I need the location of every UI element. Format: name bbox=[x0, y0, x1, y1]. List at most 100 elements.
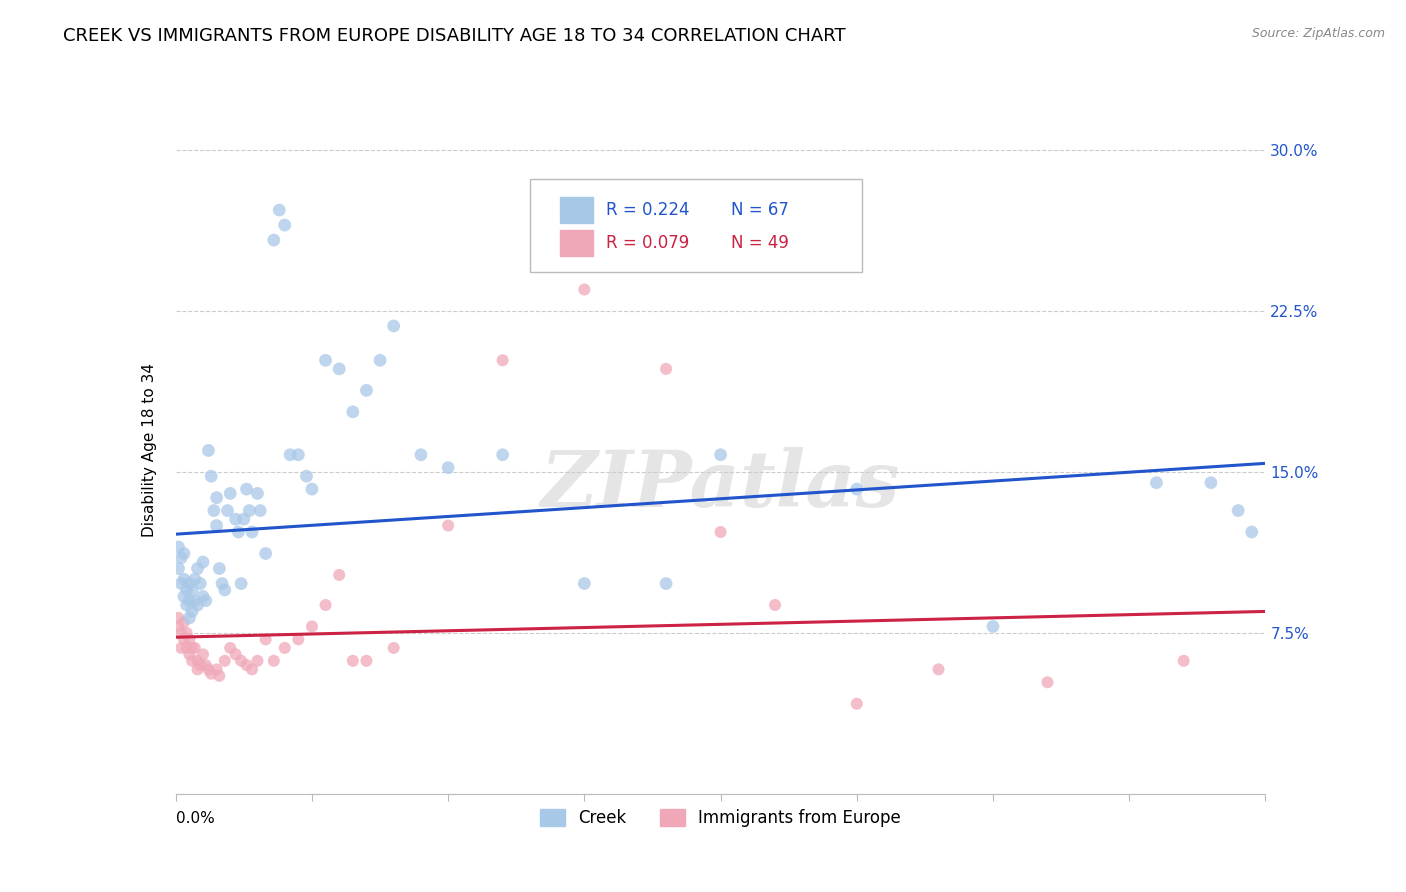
Point bbox=[492, 448, 515, 462]
Point bbox=[176, 582, 198, 597]
Point bbox=[263, 233, 285, 247]
Point bbox=[231, 576, 253, 591]
Point bbox=[382, 640, 405, 655]
Point bbox=[342, 654, 364, 668]
Point bbox=[928, 662, 950, 676]
Point bbox=[981, 619, 1004, 633]
Point bbox=[1227, 503, 1250, 517]
Point bbox=[170, 640, 193, 655]
Point bbox=[232, 512, 254, 526]
Text: N = 49: N = 49 bbox=[731, 234, 789, 252]
Point bbox=[278, 448, 301, 462]
Point bbox=[235, 482, 257, 496]
Point bbox=[315, 598, 337, 612]
Point bbox=[194, 658, 217, 673]
Point bbox=[845, 482, 868, 496]
Point bbox=[328, 568, 350, 582]
Point bbox=[214, 654, 236, 668]
Point bbox=[1199, 475, 1222, 490]
Point bbox=[254, 632, 277, 647]
Point bbox=[368, 353, 391, 368]
Point bbox=[208, 561, 231, 575]
Point bbox=[228, 524, 250, 539]
Point bbox=[181, 640, 204, 655]
Point bbox=[274, 640, 297, 655]
Point bbox=[574, 283, 596, 297]
FancyBboxPatch shape bbox=[561, 230, 593, 256]
Point bbox=[170, 550, 193, 565]
Point bbox=[254, 546, 277, 561]
Point bbox=[179, 593, 201, 607]
Text: R = 0.079: R = 0.079 bbox=[606, 234, 689, 252]
Point bbox=[263, 654, 285, 668]
Point bbox=[197, 662, 219, 676]
Point bbox=[173, 632, 195, 647]
Point bbox=[197, 443, 219, 458]
Point bbox=[191, 648, 214, 662]
Point bbox=[1173, 654, 1195, 668]
Point bbox=[225, 648, 247, 662]
Point bbox=[173, 590, 195, 604]
Point bbox=[173, 572, 195, 586]
Point bbox=[179, 576, 201, 591]
Point bbox=[246, 486, 269, 500]
Point bbox=[356, 384, 378, 398]
Point bbox=[184, 593, 207, 607]
Point bbox=[710, 524, 733, 539]
Point bbox=[328, 362, 350, 376]
Point bbox=[1144, 475, 1167, 490]
Point bbox=[235, 658, 257, 673]
FancyBboxPatch shape bbox=[561, 196, 593, 223]
Point bbox=[1240, 524, 1263, 539]
Point bbox=[219, 640, 242, 655]
Y-axis label: Disability Age 18 to 34: Disability Age 18 to 34 bbox=[142, 363, 157, 538]
Point bbox=[181, 582, 204, 597]
Point bbox=[246, 654, 269, 668]
Point bbox=[188, 576, 211, 591]
Point bbox=[208, 669, 231, 683]
Point bbox=[269, 202, 291, 217]
Point bbox=[170, 576, 193, 591]
Point bbox=[184, 572, 207, 586]
Point bbox=[202, 503, 225, 517]
Point bbox=[240, 662, 263, 676]
Point bbox=[225, 512, 247, 526]
Point bbox=[167, 540, 190, 554]
Point bbox=[167, 611, 190, 625]
Point bbox=[356, 654, 378, 668]
Point bbox=[710, 448, 733, 462]
Point bbox=[240, 524, 263, 539]
Point bbox=[186, 662, 209, 676]
Point bbox=[231, 654, 253, 668]
Point bbox=[437, 460, 460, 475]
FancyBboxPatch shape bbox=[530, 179, 862, 272]
Point bbox=[492, 353, 515, 368]
Point bbox=[188, 658, 211, 673]
Point bbox=[249, 503, 271, 517]
Point bbox=[845, 697, 868, 711]
Point bbox=[179, 632, 201, 647]
Point bbox=[301, 619, 323, 633]
Point bbox=[342, 405, 364, 419]
Point bbox=[238, 503, 260, 517]
Point bbox=[574, 576, 596, 591]
Point bbox=[186, 598, 209, 612]
Point bbox=[167, 619, 190, 633]
Point bbox=[205, 662, 228, 676]
Point bbox=[181, 654, 204, 668]
Point bbox=[176, 598, 198, 612]
Point bbox=[167, 561, 190, 575]
Point bbox=[184, 640, 207, 655]
Point bbox=[295, 469, 318, 483]
Point bbox=[179, 648, 201, 662]
Point bbox=[200, 666, 222, 681]
Point bbox=[200, 469, 222, 483]
Point bbox=[301, 482, 323, 496]
Text: CREEK VS IMMIGRANTS FROM EUROPE DISABILITY AGE 18 TO 34 CORRELATION CHART: CREEK VS IMMIGRANTS FROM EUROPE DISABILI… bbox=[63, 27, 846, 45]
Text: ZIPatlas: ZIPatlas bbox=[541, 447, 900, 523]
Text: Source: ZipAtlas.com: Source: ZipAtlas.com bbox=[1251, 27, 1385, 40]
Point bbox=[181, 604, 204, 618]
Point bbox=[191, 590, 214, 604]
Point bbox=[191, 555, 214, 569]
Point bbox=[186, 654, 209, 668]
